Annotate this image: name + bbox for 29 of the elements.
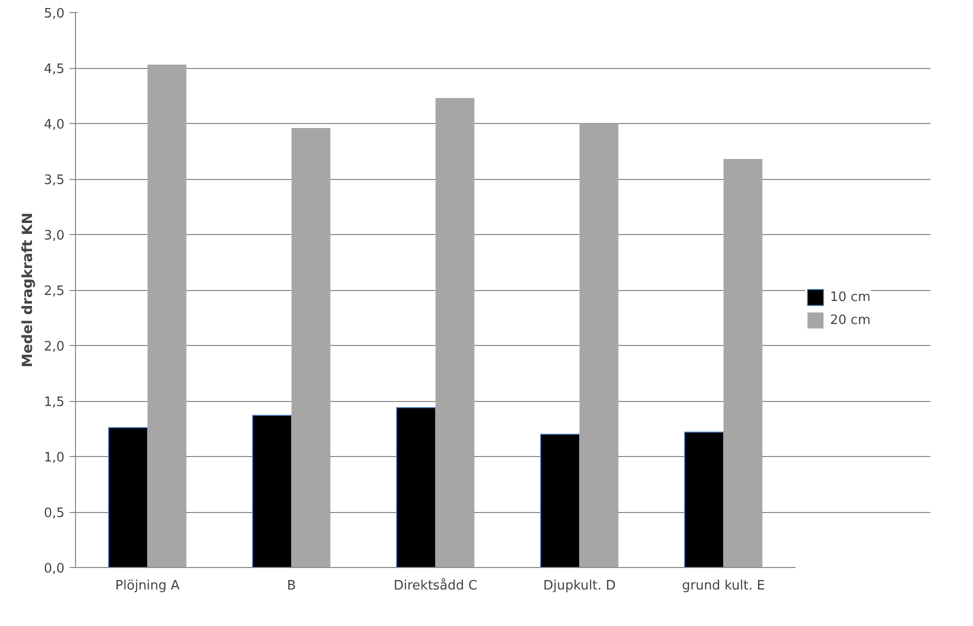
x-tick-label: grund kult. E — [682, 578, 766, 594]
bar — [108, 427, 148, 568]
bar — [540, 434, 580, 568]
bar — [292, 128, 330, 568]
y-tick-label: 0,5 — [44, 506, 65, 521]
x-tick-label: Direktsådd C — [394, 578, 478, 594]
y-tick-label: 1,0 — [44, 450, 65, 466]
legend-label: 20 cm — [830, 312, 870, 328]
bar — [724, 159, 762, 568]
y-tick-label: 5,0 — [44, 6, 65, 22]
x-tick-label: B — [287, 578, 296, 594]
bar — [436, 98, 474, 568]
y-tick-label: 1,5 — [44, 395, 65, 410]
y-axis-title: Medel dragkraft KN — [20, 212, 36, 368]
y-tick-label: 2,5 — [44, 284, 65, 299]
y-tick-label: 4,0 — [44, 118, 65, 132]
bar — [148, 64, 186, 568]
bar — [396, 407, 436, 568]
bar — [684, 432, 724, 568]
x-tick-label: Djupkult. D — [543, 578, 616, 594]
y-tick-label: 3,0 — [44, 228, 65, 244]
y-tick-label: 4,5 — [44, 62, 65, 77]
y-tick-label: 0,0 — [44, 562, 65, 576]
bar — [580, 124, 618, 568]
legend-label: 10 cm — [830, 290, 870, 304]
x-tick-label: Plöjning A — [115, 578, 180, 594]
bar — [252, 414, 292, 568]
y-tick-label: 3,5 — [44, 173, 65, 188]
y-tick-label: 2,0 — [44, 340, 65, 354]
